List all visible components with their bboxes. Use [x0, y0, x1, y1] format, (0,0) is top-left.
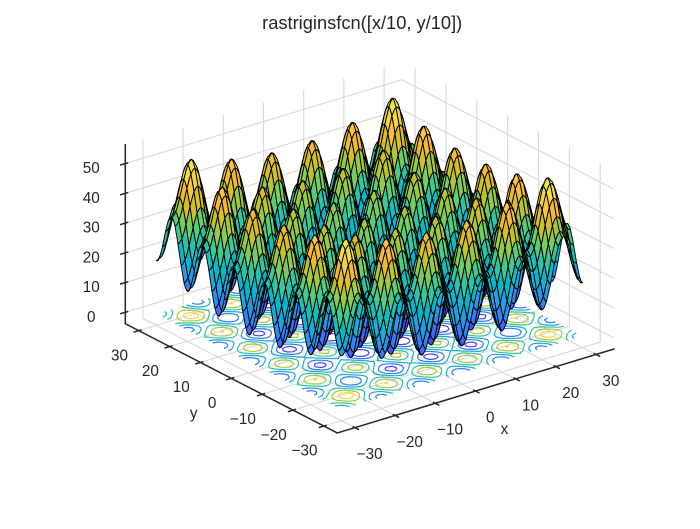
svg-text:10: 10	[83, 279, 100, 296]
svg-text:rastriginsfcn([x/10, y/10]): rastriginsfcn([x/10, y/10])	[262, 12, 462, 33]
svg-text:−10: −10	[230, 411, 256, 428]
svg-text:10: 10	[522, 397, 539, 414]
svg-text:0: 0	[208, 395, 217, 412]
svg-text:20: 20	[83, 249, 100, 266]
svg-text:0: 0	[486, 410, 495, 427]
svg-text:0: 0	[87, 309, 96, 326]
svg-text:−10: −10	[437, 422, 463, 439]
svg-text:30: 30	[111, 347, 128, 364]
svg-text:−20: −20	[261, 427, 287, 444]
svg-text:−30: −30	[357, 446, 383, 463]
svg-text:20: 20	[562, 385, 579, 402]
svg-text:10: 10	[173, 379, 190, 396]
svg-text:30: 30	[83, 220, 100, 237]
svg-text:−20: −20	[397, 434, 423, 451]
svg-text:−30: −30	[292, 443, 318, 460]
svg-text:x: x	[501, 421, 509, 438]
svg-text:40: 40	[83, 190, 100, 207]
svg-text:30: 30	[602, 373, 619, 390]
svg-text:y: y	[190, 405, 198, 422]
svg-text:20: 20	[142, 363, 159, 380]
svg-text:50: 50	[83, 160, 100, 177]
